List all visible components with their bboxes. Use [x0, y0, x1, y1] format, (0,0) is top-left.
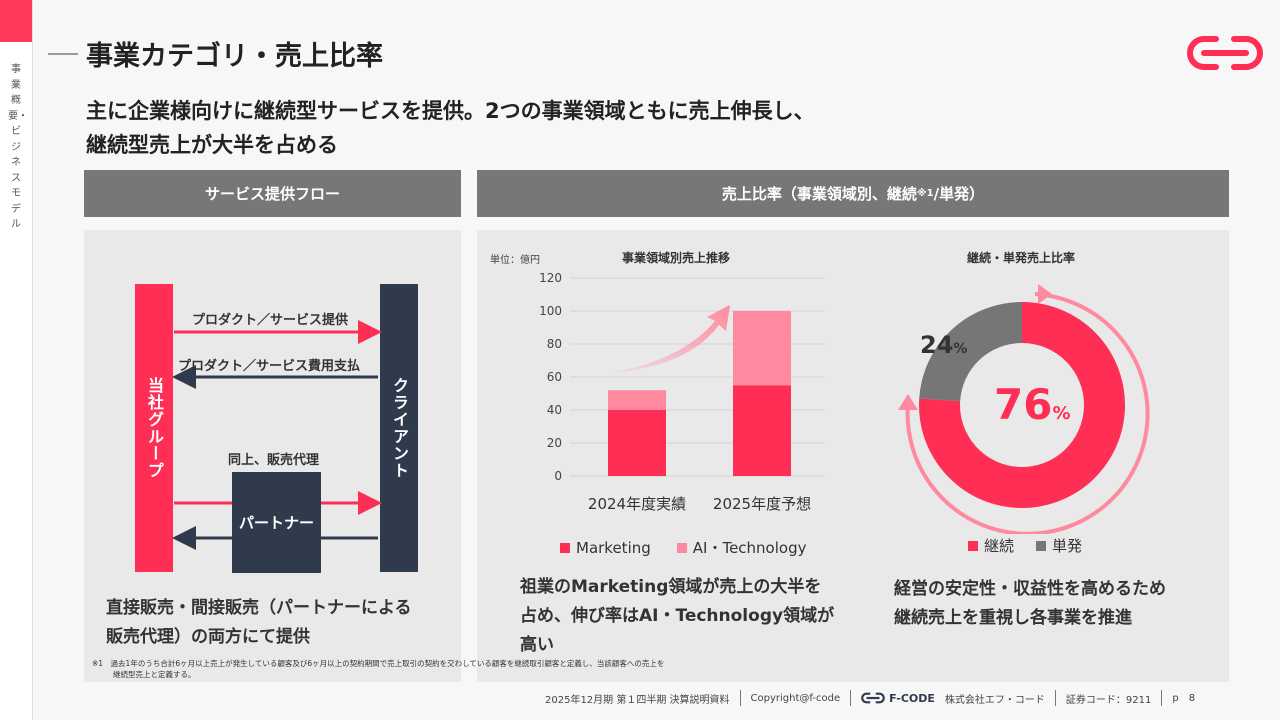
footer-doc: 2025年12月期 第１四半期 決算説明資料 [545, 694, 730, 706]
cycle-arrow-head-top-icon [1038, 284, 1052, 304]
bar-marketing [608, 410, 666, 476]
y-tick-label: 120 [539, 271, 562, 285]
footer-brand: F-CODE [889, 691, 935, 705]
footer: 2025年12月期 第１四半期 決算説明資料 Copyright@f-code … [545, 689, 1195, 707]
sidebar-accent [0, 0, 32, 42]
bar-chart-title: 事業領域別売上推移 [622, 251, 731, 265]
bar-caption-line-2: 占め、伸び率はAI・Technology領域が [520, 606, 835, 626]
legend-recurring-label: 継続 [984, 537, 1015, 555]
footer-sep-1 [739, 690, 741, 706]
footnote-line-2: 継続型売上と定義する。 [113, 670, 196, 679]
f-code-logo-icon [1187, 36, 1263, 70]
donut-caption: 経営の安定性・収益性を高めるため 継続売上を重視し各事業を推進 [894, 575, 1166, 633]
flow-arrows [172, 320, 382, 550]
y-tick-label: 60 [547, 370, 562, 384]
y-tick-label: 20 [547, 436, 562, 450]
partner-label: パートナー [238, 514, 314, 532]
bar-ai-technology [733, 311, 791, 386]
company-group-box: 当社グループ [135, 284, 173, 572]
flow-label-payment: プロダクト／サービス費用支払 [178, 359, 361, 374]
y-tick-label: 80 [547, 337, 562, 351]
donut-chart [898, 284, 1150, 534]
legend-single-label: 単発 [1052, 537, 1083, 555]
y-tick-label: 40 [547, 403, 562, 417]
footnote-line-1: ※1 過去1年のうち合計6ヶ月以上売上が発生している顧客及び6ヶ月以上の契約期間… [92, 659, 665, 668]
bar-legend: Marketing AI・Technology [560, 537, 806, 558]
growth-arrow-icon [608, 305, 730, 373]
donut-caption-line-1: 経営の安定性・収益性を高めるため [894, 579, 1166, 599]
donut-big-value: 76% [994, 380, 1071, 429]
donut-small-value: 24% [920, 331, 967, 359]
donut-big-pct: % [1052, 403, 1071, 424]
footer-sep-3 [1054, 690, 1056, 706]
x-category-label: 2024年度実績 [588, 495, 686, 513]
footer-stock-code: 証券コード：9211 [1065, 694, 1152, 706]
y-tick-label: 100 [539, 304, 562, 318]
legend-marketing-label: Marketing [576, 538, 651, 557]
legend-marketing-swatch [560, 542, 570, 553]
cycle-arrow-head-left-icon [898, 394, 918, 410]
donut-chart-title: 継続・単発売上比率 [967, 251, 1076, 265]
donut-slice-recurring [919, 302, 1125, 508]
flow-label-agency: 同上、販売代理 [228, 453, 320, 468]
sales-ratio-header-main: 売上比率（事業領域別、継続 [721, 185, 917, 203]
legend-ai-label: AI・Technology [692, 539, 807, 557]
footnote: ※1 過去1年のうち合計6ヶ月以上売上が発生している顧客及び6ヶ月以上の契約期間… [92, 658, 812, 680]
sidebar [0, 0, 33, 720]
bar-caption: 祖業のMarketing領域が売上の大半を 占め、伸び率はAI・Technolo… [520, 573, 834, 660]
client-box: クライアント [380, 284, 418, 572]
service-flow-header: サービス提供フロー [84, 170, 461, 217]
page-title: 事業カテゴリ・売上比率 [86, 41, 383, 72]
subtitle-line-1: 主に企業様向けに継続型サービスを提供。2つの事業領域ともに売上伸長し、 [86, 99, 815, 123]
footer-copyright: Copyright@f-code [750, 692, 841, 704]
donut-caption-line-2: 継続売上を重視し各事業を推進 [894, 608, 1132, 628]
legend-ai-swatch [676, 542, 687, 553]
client-label: クライアント [390, 377, 409, 479]
bar-caption-line-1: 祖業のMarketing領域が売上の大半を [520, 577, 822, 597]
footer-sep-4 [1161, 690, 1163, 706]
legend-single-swatch [1036, 540, 1047, 551]
footer-logo-icon [861, 692, 885, 704]
flow-label-provision: プロダクト／サービス提供 [192, 313, 349, 328]
service-flow-caption-line-1: 直接販売・間接販売（パートナーによる [106, 598, 412, 618]
donut-big-number: 76 [994, 380, 1053, 429]
bar-ai-technology [608, 390, 666, 410]
donut-legend: 継続 単発 [968, 535, 1082, 556]
donut-small-pct: % [953, 341, 968, 357]
footer-page-number: 8 [1188, 692, 1196, 704]
service-flow-caption: 直接販売・間接販売（パートナーによる 販売代理）の両方にて提供 [106, 594, 412, 652]
bar-chart: 0 20 40 60 80 100 120 2024年度実績 2025年度予想 [539, 271, 825, 513]
subtitle-line-2: 継続型売上が大半を占める [86, 133, 338, 157]
footer-sep-2 [850, 690, 852, 706]
footer-page-prefix: p [1172, 692, 1179, 704]
company-group-label: 当社グループ [145, 377, 164, 479]
bar-unit-label: 単位：億円 [490, 255, 540, 266]
partner-box: パートナー [232, 472, 321, 573]
donut-slice-single [919, 302, 1022, 402]
sales-ratio-header-note: ※1 [916, 188, 934, 199]
cycle-arrow-icon [905, 292, 1150, 534]
service-flow-caption-line-2: 販売代理）の両方にて提供 [106, 627, 310, 647]
donut-small-number: 24 [920, 331, 954, 359]
footer-company: 株式会社エフ・コード [944, 694, 1045, 706]
x-category-label: 2025年度予想 [713, 495, 811, 513]
sales-ratio-header-tail: /単発） [933, 185, 985, 203]
title-rule [48, 53, 78, 55]
legend-recurring-swatch [968, 540, 978, 551]
sidebar-vertical-label: 事業概要・ビジネスモデル [8, 64, 28, 230]
y-tick-label: 0 [554, 469, 562, 483]
page-subtitle: 主に企業様向けに継続型サービスを提供。2つの事業領域ともに売上伸長し、 継続型売… [86, 94, 815, 162]
sales-ratio-header: 売上比率（事業領域別、継続 ※1/単発） [477, 170, 1229, 217]
bar-caption-line-3: 高い [520, 635, 554, 655]
bar-marketing [733, 385, 791, 476]
